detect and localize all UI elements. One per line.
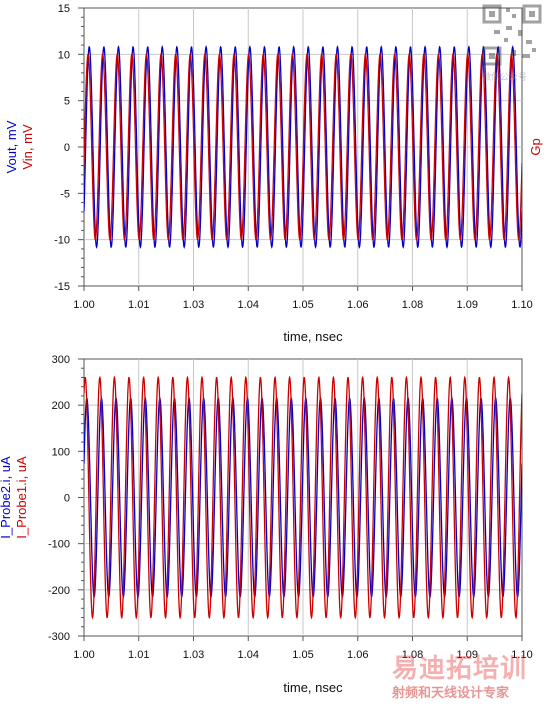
x-tick-label: 1.08	[402, 649, 423, 661]
x-tick-label: 1.01	[128, 299, 149, 311]
series-line-i-probe2-i	[84, 396, 522, 599]
y-tick-label: -200	[48, 585, 70, 597]
y-tick-label: 300	[52, 354, 70, 366]
series-line-vout	[84, 45, 522, 249]
y-tick-label: 100	[52, 446, 70, 458]
series-line-vin	[84, 52, 522, 242]
y-axis-label: Vout, mV	[4, 120, 19, 173]
x-tick-label: 1.09	[457, 649, 478, 661]
y-tick-label: 200	[52, 400, 70, 412]
x-tick-label: 1.00	[73, 299, 94, 311]
x-tick-label: 1.04	[238, 649, 259, 661]
watermark-logo: 易迪拓培训	[392, 653, 528, 683]
x-axis-label: time, nsec	[283, 329, 343, 344]
y-axis-label: I_Probe1.i, uA	[14, 456, 29, 539]
y-tick-label: -300	[48, 631, 70, 643]
x-tick-label: 1.00	[73, 649, 94, 661]
y-axis-label: I_Probe2.i, uA	[0, 456, 13, 539]
x-tick-label: 1.04	[238, 299, 259, 311]
y-tick-label: 0	[64, 142, 70, 154]
y-tick-label: -100	[48, 539, 70, 551]
x-tick-label: 1.09	[457, 299, 478, 311]
x-tick-label: 1.05	[292, 649, 313, 661]
x-tick-label: 1.03	[183, 299, 204, 311]
x-axis-label: time, nsec	[283, 680, 343, 695]
qr-code-icon	[482, 4, 542, 66]
y-tick-label: -15	[54, 281, 70, 293]
qr-caption: 微信公众号	[482, 72, 528, 82]
watermark-tagline: 射频和天线设计专家	[392, 685, 510, 700]
qr-code-watermark: 微信公众号	[482, 4, 542, 82]
x-tick-label: 1.10	[511, 299, 532, 311]
y-tick-label: 5	[64, 96, 70, 108]
x-tick-label: 1.01	[128, 649, 149, 661]
y-tick-label: 15	[58, 3, 70, 15]
x-tick-label: 1.08	[402, 299, 423, 311]
right-axis-label: Gp	[528, 138, 543, 155]
series-line-i-probe1-i	[84, 375, 522, 620]
y-axis-label: Vin, mV	[20, 124, 35, 170]
y-tick-label: -10	[54, 235, 70, 247]
chart-1: 15 10 5 0 -5 -10 -151.00 1.01 1.03 1.04 1.05 1.06 1.…	[4, 3, 543, 344]
y-tick-label: 0	[64, 493, 70, 505]
x-tick-label: 1.10	[511, 649, 532, 661]
x-tick-label: 1.05	[292, 299, 313, 311]
y-tick-label: -5	[60, 188, 70, 200]
x-tick-label: 1.06	[347, 299, 368, 311]
x-tick-label: 1.03	[183, 649, 204, 661]
y-tick-label: 10	[58, 49, 70, 61]
x-tick-label: 1.06	[347, 649, 368, 661]
